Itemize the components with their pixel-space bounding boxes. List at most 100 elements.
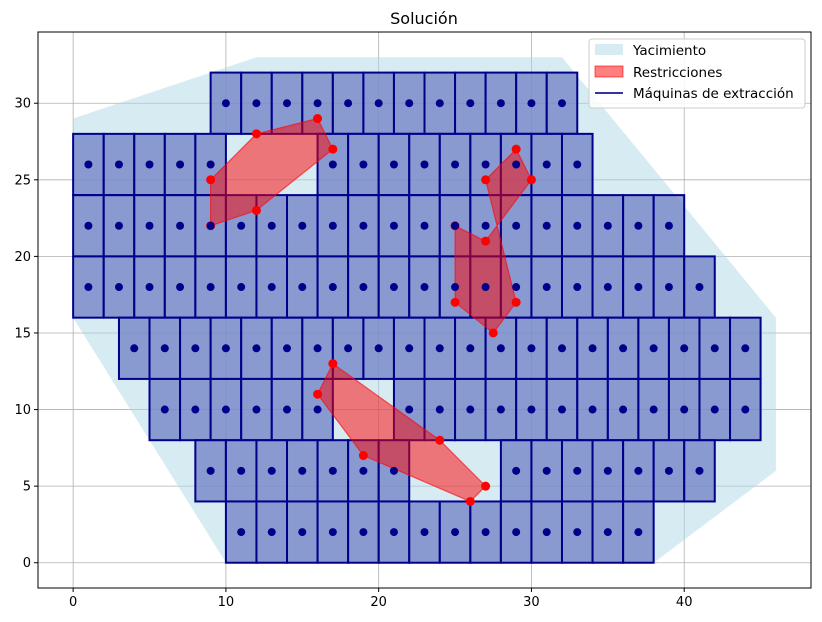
restriction-vertex <box>313 389 323 399</box>
x-tick-label: 30 <box>523 595 540 610</box>
machine-center-point <box>389 528 398 537</box>
machine-center-point <box>466 344 475 353</box>
machine-center-point <box>420 528 429 537</box>
machine-center-point <box>221 405 230 414</box>
machine-center-point <box>405 405 414 414</box>
machine-center-point <box>557 405 566 414</box>
plot-area: 0 10 20 30 40 0 5 10 15 20 25 30 <box>14 31 812 610</box>
machine-center-point <box>603 528 612 537</box>
machine-center-point <box>221 344 230 353</box>
machine-center-point <box>634 221 643 230</box>
machine-center-point <box>237 283 246 292</box>
machine-center-point <box>405 99 414 108</box>
machine-center-point <box>603 221 612 230</box>
machine-center-point <box>634 283 643 292</box>
machine-center-point <box>114 283 123 292</box>
machine-center-point <box>466 99 475 108</box>
machine-center-point <box>573 221 582 230</box>
machine-center-point <box>206 283 215 292</box>
y-tick-label: 15 <box>14 326 31 341</box>
machine-center-point <box>359 283 368 292</box>
legend: Yacimiento Restricciones Máquinas de ext… <box>588 38 806 109</box>
machine-center-point <box>481 160 490 169</box>
machine-center-point <box>557 344 566 353</box>
machine-center-point <box>527 344 536 353</box>
machine-center-point <box>206 466 215 475</box>
machine-center-point <box>252 405 261 414</box>
restriction-vertex <box>328 144 338 154</box>
machine-center-point <box>481 528 490 537</box>
restriction-vertex <box>358 451 368 461</box>
machine-center-point <box>160 405 169 414</box>
machine-center-point <box>435 344 444 353</box>
machine-center-point <box>420 160 429 169</box>
restriction-vertex <box>526 175 536 185</box>
machine-center-point <box>680 344 689 353</box>
machine-center-point <box>573 283 582 292</box>
y-tick-label: 25 <box>14 173 31 188</box>
y-tick-label: 30 <box>14 97 31 112</box>
machine-center-point <box>221 99 230 108</box>
machine-center-point <box>298 466 307 475</box>
restriction-vertex <box>251 129 261 139</box>
restriction-vertex <box>435 435 445 445</box>
machine-center-point <box>267 283 276 292</box>
machine-center-point <box>741 344 750 353</box>
legend-label-restrictions: Restricciones <box>633 65 722 81</box>
machine-center-point <box>130 344 139 353</box>
machine-center-point <box>328 160 337 169</box>
x-tick-label: 10 <box>218 595 235 610</box>
legend-swatch-restrictions <box>594 65 624 78</box>
machine-center-point <box>389 283 398 292</box>
machine-center-point <box>451 221 460 230</box>
machine-center-point <box>496 344 505 353</box>
machine-center-point <box>145 221 154 230</box>
y-tick-label: 5 <box>23 480 31 495</box>
restriction-vertex <box>313 114 323 124</box>
machine-center-point <box>481 221 490 230</box>
machine-center-point <box>710 405 719 414</box>
machine-center-point <box>680 405 689 414</box>
machine-center-point <box>496 405 505 414</box>
machine-center-point <box>619 405 628 414</box>
machine-center-point <box>114 221 123 230</box>
machine-cell <box>454 71 487 135</box>
machine-center-point <box>313 99 322 108</box>
axis-ticks: 0 10 20 30 40 0 5 10 15 20 25 30 <box>14 97 692 610</box>
machine-center-point <box>328 221 337 230</box>
machine-center-point <box>389 466 398 475</box>
restriction-vertex <box>481 481 491 491</box>
machine-center-point <box>283 99 292 108</box>
machine-center-point <box>176 221 185 230</box>
machine-center-point <box>160 344 169 353</box>
x-tick-label: 40 <box>676 595 693 610</box>
y-tick-label: 0 <box>23 556 31 571</box>
machine-center-point <box>542 528 551 537</box>
machine-center-point <box>435 405 444 414</box>
restriction-vertex <box>251 205 261 215</box>
machine-center-point <box>542 466 551 475</box>
machine-center-point <box>237 221 246 230</box>
machine-center-point <box>664 221 673 230</box>
machine-center-point <box>359 221 368 230</box>
x-tick-label: 0 <box>69 595 77 610</box>
machine-center-point <box>619 344 628 353</box>
machine-center-point <box>542 221 551 230</box>
machine-center-point <box>267 528 276 537</box>
machine-center-point <box>649 405 658 414</box>
machine-center-point <box>451 528 460 537</box>
machine-center-point <box>374 344 383 353</box>
machine-center-point <box>664 466 673 475</box>
machine-center-point <box>359 466 368 475</box>
machine-center-point <box>359 528 368 537</box>
machine-center-point <box>298 528 307 537</box>
machine-centers-layer <box>84 99 750 537</box>
machine-center-point <box>298 221 307 230</box>
machine-cell <box>408 132 441 197</box>
restriction-vertex <box>206 175 216 185</box>
machine-center-point <box>634 466 643 475</box>
machine-center-point <box>374 99 383 108</box>
machine-center-point <box>252 99 261 108</box>
machine-center-point <box>283 405 292 414</box>
machine-center-point <box>176 283 185 292</box>
